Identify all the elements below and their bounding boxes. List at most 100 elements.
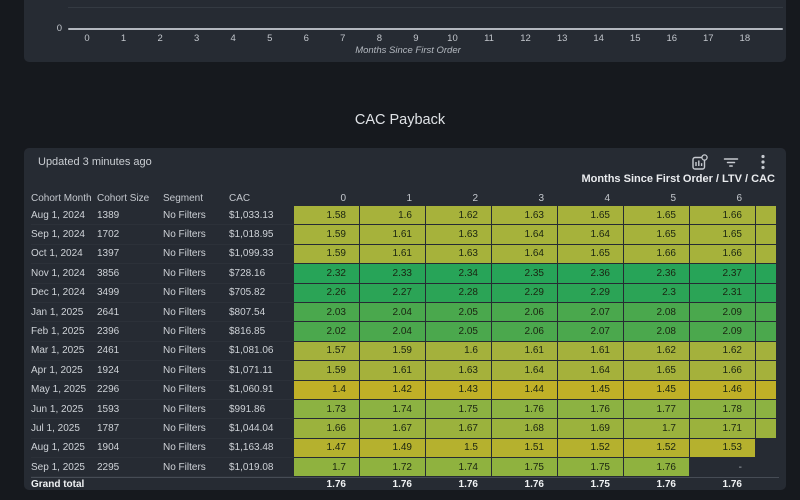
ltv-cac-cell[interactable]: 2.09 [689, 322, 755, 342]
ltv-cac-cell[interactable]: 1.65 [623, 361, 689, 381]
ltv-cac-cell-cutoff[interactable] [755, 206, 776, 226]
ltv-cac-cell[interactable]: 2.31 [689, 283, 755, 303]
ltv-cac-cell[interactable]: 2.34 [425, 264, 491, 284]
ltv-cac-cell[interactable]: 1.7 [623, 419, 689, 439]
ltv-cac-cell[interactable]: 1.59 [359, 341, 425, 362]
ltv-cac-cell[interactable]: 2.27 [359, 283, 425, 303]
ltv-cac-cell[interactable]: 1.63 [425, 225, 491, 245]
ltv-cac-cell[interactable]: 1.47 [293, 438, 359, 459]
ltv-cac-cell[interactable]: 1.61 [359, 225, 425, 245]
ltv-cac-cell[interactable]: 1.67 [425, 419, 491, 439]
ltv-cac-cell[interactable]: 1.61 [359, 361, 425, 381]
ltv-cac-cell[interactable]: 1.44 [491, 380, 557, 400]
ltv-cac-cell[interactable]: 1.76 [491, 399, 557, 420]
ltv-cac-cell[interactable]: 2.28 [425, 283, 491, 303]
ltv-cac-cell[interactable]: 1.6 [425, 341, 491, 362]
ltv-cac-cell[interactable]: 1.74 [359, 399, 425, 420]
ltv-cac-cell[interactable]: 1.67 [359, 419, 425, 439]
explore-chart-icon[interactable] [690, 153, 708, 171]
ltv-cac-cell[interactable]: 1.64 [491, 361, 557, 381]
ltv-cac-cell[interactable]: 1.61 [491, 341, 557, 362]
ltv-cac-cell[interactable]: 1.76 [557, 399, 623, 420]
ltv-cac-cell[interactable]: 1.63 [491, 206, 557, 226]
ltv-cac-cell[interactable]: 1.62 [425, 206, 491, 226]
ltv-cac-cell[interactable]: 1.63 [425, 244, 491, 265]
ltv-cac-cell[interactable]: 1.75 [425, 399, 491, 420]
ltv-cac-cell[interactable]: 1.61 [557, 341, 623, 362]
ltv-cac-cell[interactable]: 2.07 [557, 302, 623, 323]
ltv-cac-cell-cutoff[interactable] [755, 380, 776, 400]
ltv-cac-cell[interactable]: 1.66 [689, 244, 755, 265]
ltv-cac-cell[interactable]: 2.3 [623, 283, 689, 303]
ltv-cac-cell[interactable]: 1.61 [359, 244, 425, 265]
ltv-cac-cell-cutoff[interactable] [755, 225, 776, 245]
ltv-cac-cell[interactable]: 1.45 [623, 380, 689, 400]
ltv-cac-cell[interactable]: 1.49 [359, 438, 425, 459]
ltv-cac-cell[interactable]: 2.05 [425, 302, 491, 323]
ltv-cac-cell[interactable]: 1.77 [623, 399, 689, 420]
ltv-cac-cell[interactable]: 1.58 [293, 206, 359, 226]
ltv-cac-cell[interactable]: 1.62 [689, 341, 755, 362]
ltv-cac-cell[interactable]: 2.02 [293, 322, 359, 342]
ltv-cac-cell[interactable]: 2.32 [293, 264, 359, 284]
ltv-cac-cell[interactable]: 1.45 [557, 380, 623, 400]
ltv-cac-cell[interactable]: 2.26 [293, 283, 359, 303]
ltv-cac-cell-cutoff[interactable] [755, 322, 776, 342]
ltv-cac-cell[interactable]: 1.74 [425, 458, 491, 478]
ltv-cac-cell[interactable]: 1.64 [491, 244, 557, 265]
ltv-cac-cell[interactable]: 1.42 [359, 380, 425, 400]
ltv-cac-cell-cutoff[interactable] [755, 419, 776, 439]
ltv-cac-cell[interactable]: 2.36 [557, 264, 623, 284]
ltv-cac-cell[interactable]: 1.66 [689, 206, 755, 226]
ltv-cac-cell[interactable]: 1.66 [623, 244, 689, 265]
ltv-cac-cell[interactable]: 2.05 [425, 322, 491, 342]
ltv-cac-cell[interactable]: 1.4 [293, 380, 359, 400]
ltv-cac-cell[interactable]: 2.33 [359, 264, 425, 284]
kebab-menu-icon[interactable] [754, 153, 772, 171]
ltv-cac-cell[interactable]: 1.75 [557, 458, 623, 478]
ltv-cac-cell[interactable]: 2.03 [293, 302, 359, 323]
ltv-cac-cell[interactable]: 1.65 [557, 206, 623, 226]
ltv-cac-cell[interactable]: 1.52 [557, 438, 623, 459]
ltv-cac-cell[interactable]: 1.57 [293, 341, 359, 362]
ltv-cac-cell-cutoff[interactable] [755, 264, 776, 284]
filter-icon[interactable] [722, 153, 740, 171]
ltv-cac-cell-cutoff[interactable] [755, 341, 776, 362]
ltv-cac-cell[interactable]: 2.29 [557, 283, 623, 303]
ltv-cac-cell-cutoff[interactable] [755, 399, 776, 420]
ltv-cac-cell[interactable]: 1.62 [623, 341, 689, 362]
ltv-cac-cell[interactable]: 1.63 [425, 361, 491, 381]
ltv-cac-cell[interactable]: 1.59 [293, 244, 359, 265]
ltv-cac-cell[interactable]: 1.64 [557, 225, 623, 245]
ltv-cac-cell[interactable]: 1.65 [557, 244, 623, 265]
ltv-cac-cell[interactable]: 2.07 [557, 322, 623, 342]
ltv-cac-cell[interactable]: 1.78 [689, 399, 755, 420]
ltv-cac-cell[interactable]: 1.59 [293, 225, 359, 245]
ltv-cac-cell[interactable]: 1.72 [359, 458, 425, 478]
ltv-cac-cell-cutoff[interactable] [755, 302, 776, 323]
ltv-cac-cell[interactable]: 1.51 [491, 438, 557, 459]
ltv-cac-cell[interactable]: 1.53 [689, 438, 755, 459]
ltv-cac-cell[interactable]: 1.66 [689, 361, 755, 381]
ltv-cac-cell[interactable]: 2.37 [689, 264, 755, 284]
ltv-cac-cell[interactable]: 1.52 [623, 438, 689, 459]
ltv-cac-cell[interactable]: 2.09 [689, 302, 755, 323]
ltv-cac-cell[interactable]: 2.06 [491, 302, 557, 323]
ltv-cac-cell[interactable]: 1.7 [293, 458, 359, 478]
ltv-cac-cell[interactable]: 2.35 [491, 264, 557, 284]
ltv-cac-cell[interactable]: 1.73 [293, 399, 359, 420]
ltv-cac-cell[interactable]: 1.64 [491, 225, 557, 245]
ltv-cac-cell[interactable]: 1.46 [689, 380, 755, 400]
ltv-cac-cell[interactable]: 2.36 [623, 264, 689, 284]
ltv-cac-cell[interactable]: 2.08 [623, 322, 689, 342]
ltv-cac-cell[interactable]: 1.43 [425, 380, 491, 400]
ltv-cac-cell[interactable]: 1.6 [359, 206, 425, 226]
ltv-cac-cell[interactable]: 1.71 [689, 419, 755, 439]
ltv-cac-cell[interactable]: 1.66 [293, 419, 359, 439]
ltv-cac-cell[interactable]: 2.04 [359, 302, 425, 323]
ltv-cac-cell[interactable]: - [738, 462, 742, 474]
ltv-cac-cell[interactable]: 1.64 [557, 361, 623, 381]
ltv-cac-cell[interactable]: 2.29 [491, 283, 557, 303]
ltv-cac-cell[interactable]: 2.06 [491, 322, 557, 342]
ltv-cac-cell[interactable]: 1.59 [293, 361, 359, 381]
